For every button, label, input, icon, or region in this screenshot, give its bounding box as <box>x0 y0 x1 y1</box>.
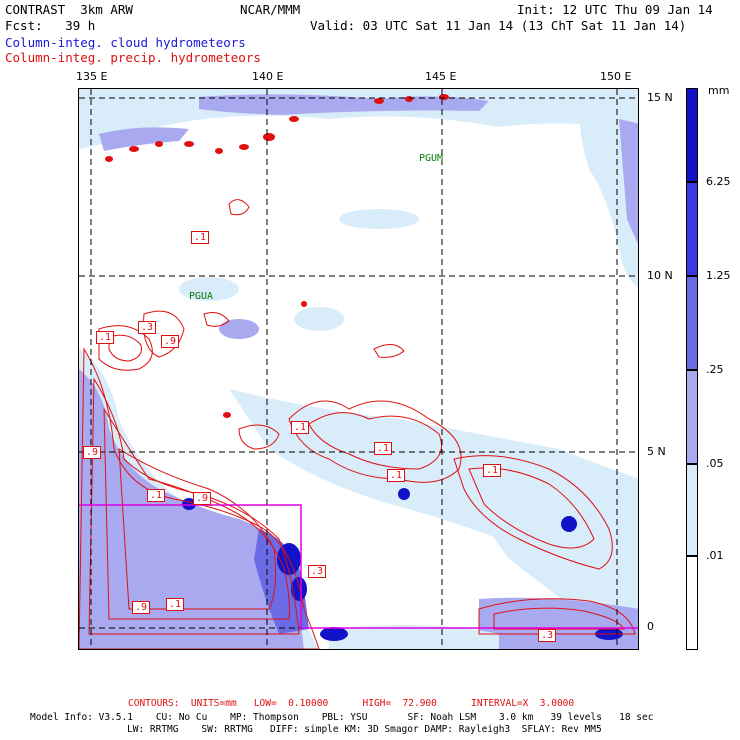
cloud-shading <box>79 89 638 649</box>
lon-label-135: 135 E <box>76 70 108 83</box>
model-info-line1: Model Info: V3.5.1 CU: No Cu MP: Thompso… <box>30 712 654 723</box>
colorbar-swatch <box>686 464 698 556</box>
lon-label-145: 145 E <box>425 70 457 83</box>
lat-label-10: 10 N <box>647 269 673 282</box>
valid-time: Valid: 03 UTC Sat 11 Jan 14 (13 ChT Sat … <box>310 18 687 33</box>
contour-label: .9 <box>161 335 180 348</box>
model-info-line2: LW: RRTMG SW: RRTMG DIFF: simple KM: 3D … <box>127 724 602 735</box>
colorbar-tick: .01 <box>706 549 724 562</box>
lon-label-140: 140 E <box>252 70 284 83</box>
map-graphic <box>79 89 638 649</box>
init-time: Init: 12 UTC Thu 09 Jan 14 <box>517 2 713 17</box>
colorbar-tick: .05 <box>706 457 724 470</box>
organization-label: NCAR/MMM <box>240 2 301 17</box>
contour-label: .1 <box>291 421 310 434</box>
map-panel: PGUM PGUA .1 .3 .9 .1 .1 .1 .9 .1 .1 .1 … <box>78 88 639 650</box>
colorbar-tick: 6.25 <box>706 175 731 188</box>
forecast-hour: Fcst: 39 h <box>5 18 96 33</box>
contour-label: .3 <box>138 321 157 334</box>
field-label-precip: Column-integ. precip. hydrometeors <box>5 50 261 65</box>
lat-label-5: 5 N <box>647 445 666 458</box>
contour-info: CONTOURS: UNITS=mm LOW= 0.10000 HIGH= 72… <box>128 698 575 709</box>
colorbar-swatch <box>686 370 698 464</box>
graticule <box>79 89 638 649</box>
contour-label: .1 <box>191 231 210 244</box>
contour-label: .9 <box>132 601 151 614</box>
colorbar-swatch <box>686 182 698 276</box>
contour-label: .1 <box>387 469 406 482</box>
colorbar-tick: .25 <box>706 363 724 376</box>
colorbar-units: mm <box>708 84 730 97</box>
contour-label: .9 <box>193 492 212 505</box>
precip-blobs <box>105 94 449 418</box>
colorbar-swatch <box>686 88 698 182</box>
nested-domain-outline <box>79 504 638 629</box>
contour-label: .1 <box>483 464 502 477</box>
model-title: CONTRAST 3km ARW <box>5 2 133 17</box>
colorbar-swatch <box>686 276 698 370</box>
field-label-cloud: Column-integ. cloud hydrometeors <box>5 35 246 50</box>
contour-label: .1 <box>166 598 185 611</box>
station-pgua: PGUA <box>189 291 214 302</box>
station-pgum: PGUM <box>419 153 444 164</box>
contour-label: .1 <box>147 489 166 502</box>
lat-label-0: 0 <box>647 620 654 633</box>
contour-label: .1 <box>96 331 115 344</box>
precip-contours <box>79 199 636 649</box>
lon-label-150: 150 E <box>600 70 632 83</box>
contour-label: .3 <box>308 565 327 578</box>
contour-label: .1 <box>374 442 393 455</box>
lat-label-15: 15 N <box>647 91 673 104</box>
contour-label: .3 <box>538 629 557 642</box>
contour-label: .9 <box>83 446 102 459</box>
colorbar-tick: 1.25 <box>706 269 731 282</box>
colorbar-swatch <box>686 556 698 650</box>
